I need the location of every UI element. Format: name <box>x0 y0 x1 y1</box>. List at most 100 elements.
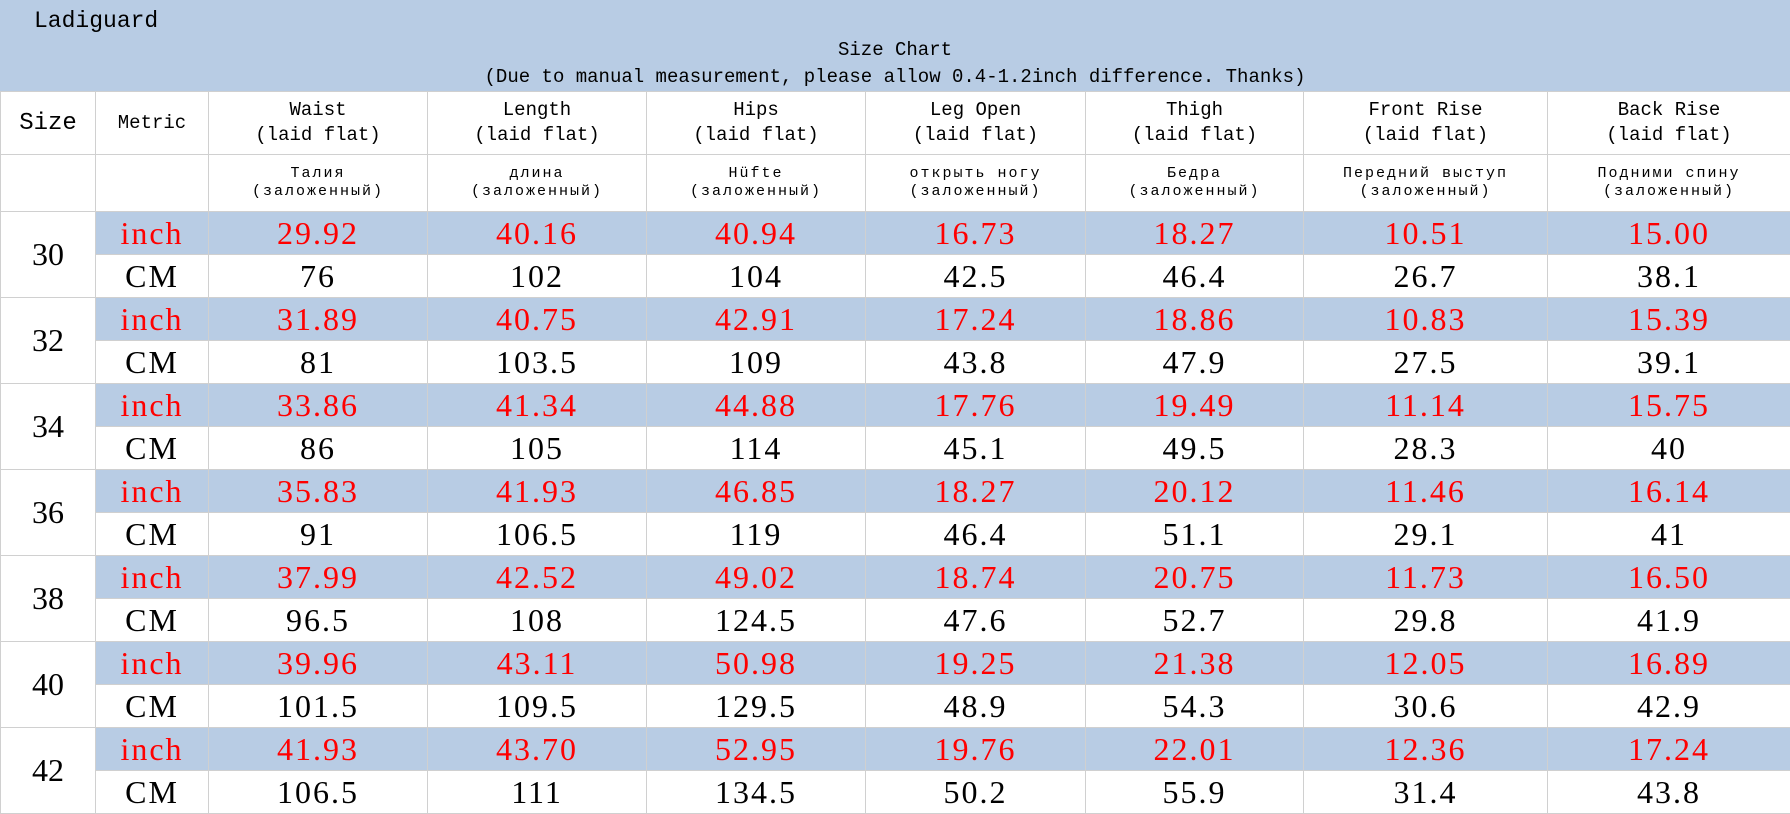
inch-row: 30 inch 29.92 40.16 40.94 16.73 18.27 10.51 15.0… <box>0 211 1790 298</box>
russian-header: Бедра (заложенный) <box>1085 154 1304 212</box>
inch-row: 36 inch 35.83 41.93 46.85 18.27 20.12 11.46 16.1… <box>0 469 1790 556</box>
value-cell: 55.9 <box>1085 770 1304 814</box>
value-cell: 47.9 <box>1085 340 1304 384</box>
value-cell: 49.02 <box>646 555 866 599</box>
russian-name: открыть ногу <box>909 165 1042 182</box>
value-cell: 119 <box>646 512 866 556</box>
value-cell: 40.16 <box>427 211 647 255</box>
value-cell: 19.76 <box>865 727 1086 771</box>
column-name: Back Rise <box>1617 99 1721 121</box>
size-cell: 38 <box>0 555 96 642</box>
inch-row: 38 inch 37.99 42.52 49.02 18.74 20.75 11.73 16.5… <box>0 555 1790 642</box>
value-cell: 50.2 <box>865 770 1086 814</box>
russian-header: открыть ногу (заложенный) <box>865 154 1086 212</box>
value-cell: 16.14 <box>1547 469 1790 513</box>
metric-header: Metric <box>95 91 209 155</box>
metric-cell: CM <box>95 512 209 556</box>
value-cell: 35.83 <box>208 469 428 513</box>
value-cell: 108 <box>427 598 647 642</box>
value-cell: 54.3 <box>1085 684 1304 728</box>
cm-row: CM 76 102 104 42.5 46.4 26.7 38.1 <box>1 254 1790 298</box>
russian-row: Талия (заложенный) длина (заложенный) Hüfte(… <box>0 154 1790 212</box>
value-cell: 41.34 <box>427 383 647 427</box>
metric-cell: CM <box>95 254 209 298</box>
value-cell: 50.98 <box>646 641 866 685</box>
metric-cell: inch <box>95 469 209 513</box>
inch-row: 42 inch 41.93 43.70 52.95 19.76 22.01 12.36 17.2… <box>0 727 1790 814</box>
size-cell: 34 <box>0 383 96 470</box>
value-cell: 41 <box>1547 512 1790 556</box>
inch-row: 32 inch 31.89 40.75 42.91 17.24 18.86 10.83 15.3… <box>0 297 1790 384</box>
value-cell: 109 <box>646 340 866 384</box>
value-cell: 17.24 <box>1547 727 1790 771</box>
metric-cell: CM <box>95 598 209 642</box>
inch-row: 34 inch 33.86 41.34 44.88 17.76 19.49 11.14 15.7… <box>0 383 1790 470</box>
value-cell: 20.75 <box>1085 555 1304 599</box>
value-cell: 42.52 <box>427 555 647 599</box>
metric-cell: inch <box>95 297 209 341</box>
value-cell: 43.8 <box>865 340 1086 384</box>
value-cell: 15.00 <box>1547 211 1790 255</box>
russian-name: Талия <box>290 165 346 182</box>
size-cell: 30 <box>0 211 96 298</box>
russian-header: длина (заложенный) <box>427 154 647 212</box>
value-cell: 29.92 <box>208 211 428 255</box>
value-cell: 10.51 <box>1303 211 1548 255</box>
blank-cell <box>95 154 209 212</box>
value-cell: 51.1 <box>1085 512 1304 556</box>
metric-cell: inch <box>95 555 209 599</box>
metric-cell: inch <box>95 211 209 255</box>
column-sub: (laid flat) <box>912 124 1039 146</box>
value-cell: 17.24 <box>865 297 1086 341</box>
value-cell: 22.01 <box>1085 727 1304 771</box>
cm-row: CM 106.5 111 134.5 50.2 55.9 31.4 43.8 <box>1 770 1790 814</box>
russian-sub: (заложенный) <box>470 183 604 200</box>
column-name: Front Rise <box>1368 99 1483 121</box>
russian-header: Hüfte (заложенный) <box>646 154 866 212</box>
title: Size Chart <box>837 39 953 61</box>
column-header: Hips (laid flat) <box>646 91 866 155</box>
blank-cell <box>0 154 96 212</box>
column-header: Front Rise (laid flat) <box>1303 91 1548 155</box>
value-cell: 106.5 <box>427 512 647 556</box>
column-name: Leg Open <box>929 99 1022 121</box>
value-cell: 40 <box>1547 426 1790 470</box>
value-cell: 111 <box>427 770 647 814</box>
metric-cell: inch <box>95 383 209 427</box>
russian-sub: (заложенный) <box>251 183 385 200</box>
cm-row: CM 101.5 109.5 129.5 48.9 54.3 30.6 42.9 <box>1 684 1790 728</box>
value-cell: 29.1 <box>1303 512 1548 556</box>
value-cell: 102 <box>427 254 647 298</box>
cm-row: CM 91 106.5 119 46.4 51.1 29.1 41 <box>1 512 1790 556</box>
column-sub: (laid flat) <box>255 124 381 146</box>
column-header: Waist (laid flat) <box>208 91 428 155</box>
value-cell: 28.3 <box>1303 426 1548 470</box>
russian-header: Подними спину (заложенный) <box>1547 154 1790 212</box>
value-cell: 43.70 <box>427 727 647 771</box>
brand: Ladiguard <box>34 8 159 34</box>
value-cell: 10.83 <box>1303 297 1548 341</box>
value-cell: 31.4 <box>1303 770 1548 814</box>
value-cell: 11.73 <box>1303 555 1548 599</box>
value-cell: 11.14 <box>1303 383 1548 427</box>
column-sub: (laid flat) <box>474 124 600 146</box>
metric-cell: CM <box>95 340 209 384</box>
value-cell: 38.1 <box>1547 254 1790 298</box>
russian-name: длина <box>509 165 565 182</box>
value-cell: 44.88 <box>646 383 866 427</box>
value-cell: 18.74 <box>865 555 1086 599</box>
metric-cell: inch <box>95 641 209 685</box>
value-cell: 31.89 <box>208 297 428 341</box>
column-sub: (laid flat) <box>693 124 819 146</box>
column-header: Back Rise (laid flat) <box>1547 91 1790 155</box>
value-cell: 30.6 <box>1303 684 1548 728</box>
inch-row: 40 inch 39.96 43.11 50.98 19.25 21.38 12.05 16.8… <box>0 641 1790 728</box>
russian-name: Передний выступ <box>1342 165 1509 182</box>
value-cell: 21.38 <box>1085 641 1304 685</box>
column-name: Thigh <box>1165 99 1223 121</box>
russian-sub: (заложенный) <box>1128 183 1261 200</box>
value-cell: 12.05 <box>1303 641 1548 685</box>
value-cell: 42.5 <box>865 254 1086 298</box>
value-cell: 91 <box>208 512 428 556</box>
